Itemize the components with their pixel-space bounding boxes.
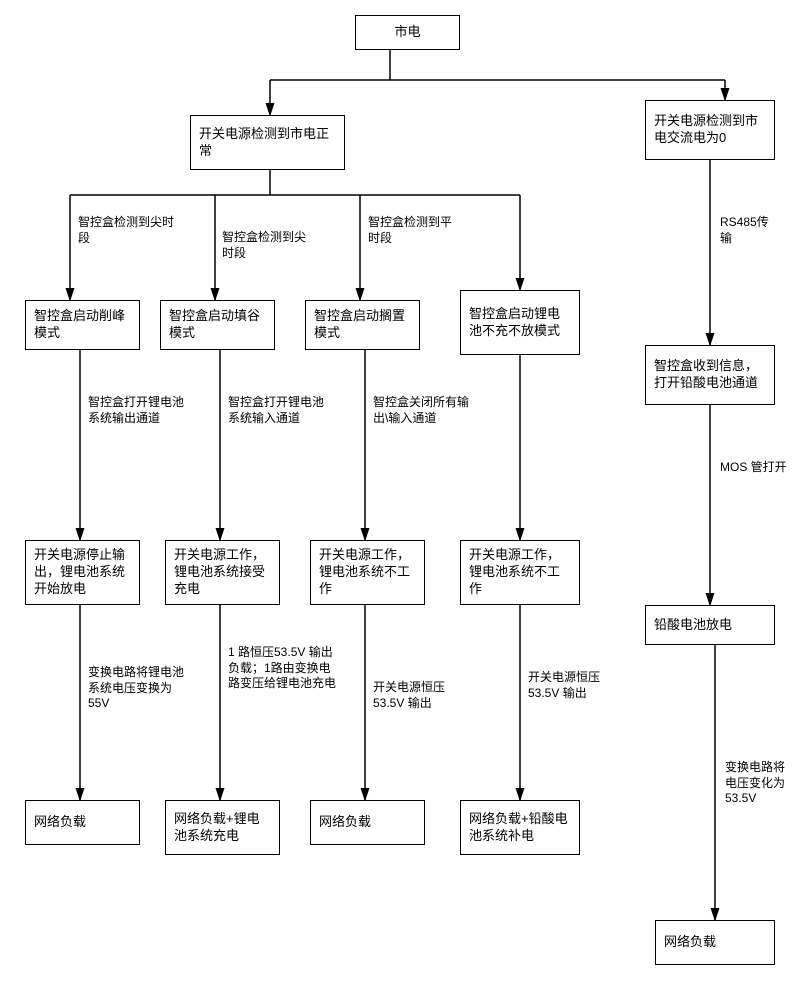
node-load1: 网络负载 [25, 800, 140, 845]
label-valley-open: 智控盒打开锂电池系统输入通道 [228, 395, 328, 426]
node-normal: 开关电源检测到市电正常 [190, 115, 345, 170]
node-lead-discharge: 铅酸电池放电 [645, 605, 775, 645]
node-nocharge-mode: 智控盒启动锂电池不充不放模式 [460, 290, 580, 355]
node-valley-work: 开关电源工作，锂电池系统接受充电 [165, 540, 280, 605]
node-load2: 网络负载+锂电池系统充电 [165, 800, 280, 855]
label-idle-close: 智控盒关闭所有输出\输入通道 [373, 395, 473, 426]
node-ac0: 开关电源检测到市电交流电为0 [645, 100, 775, 160]
node-idle-work: 开关电源工作，锂电池系统不工作 [310, 540, 425, 605]
node-root: 市电 [355, 15, 460, 50]
node-load5: 网络负载 [655, 920, 775, 965]
node-idle-mode: 智控盒启动搁置模式 [305, 300, 420, 350]
node-load3: 网络负载 [310, 800, 425, 845]
label-flat: 智控盒检测到平时段 [368, 215, 463, 246]
node-load4: 网络负载+铅酸电池系统补电 [460, 800, 580, 855]
label-peak: 智控盒检测到尖时段 [78, 215, 178, 246]
label-valley: 智控盒检测到尖时段 [222, 230, 307, 261]
label-55v: 变换电路将锂电池系统电压变换为55V [88, 665, 188, 712]
node-lead-open: 智控盒收到信息，打开铅酸电池通道 [645, 345, 775, 405]
node-valley-mode: 智控盒启动填谷模式 [160, 300, 275, 350]
node-peak-work: 开关电源停止输出，锂电池系统开始放电 [25, 540, 140, 605]
label-peak-open: 智控盒打开锂电池系统输出通道 [88, 395, 188, 426]
label-mos: MOS 管打开 [720, 460, 800, 476]
label-535-charge: 1 路恒压53.5V 输出负载；1路由变换电路变压给锂电池充电 [228, 645, 338, 692]
label-rs485: RS485传输 [720, 215, 780, 246]
label-535-2: 开关电源恒压53.5V 输出 [528, 670, 628, 701]
label-535-1: 开关电源恒压53.5V 输出 [373, 680, 468, 711]
node-nocharge-work: 开关电源工作，锂电池系统不工作 [460, 540, 580, 605]
label-535-conv: 变换电路将电压变化为53.5V [725, 760, 795, 807]
node-peak-mode: 智控盒启动削峰模式 [25, 300, 140, 350]
